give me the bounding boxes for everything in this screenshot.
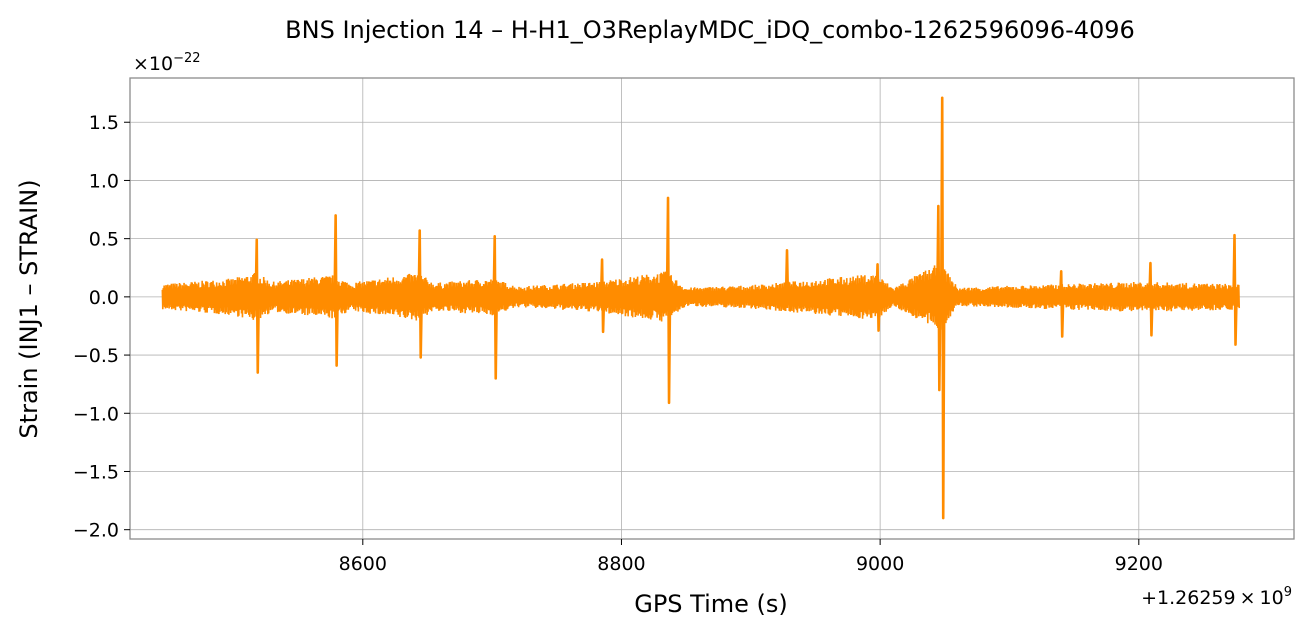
series-spike [936, 204, 942, 392]
y-tick-label: −1.5 [73, 461, 119, 483]
series-spike [875, 262, 881, 332]
y-scale-exponent: −22 [173, 51, 200, 66]
series-spike [1148, 261, 1154, 337]
x-offset-times: × [1240, 587, 1256, 609]
y-scale-label: ×10−22 [133, 51, 201, 75]
y-scale-times: × [133, 53, 149, 75]
plot-area [161, 96, 1241, 520]
x-tick-label: 9000 [856, 553, 904, 575]
axes-frame [129, 77, 1295, 540]
x-offset-exponent: 9 [1284, 585, 1292, 600]
y-scale-base: 10 [149, 53, 173, 75]
series-spike [417, 229, 424, 359]
series-noise-line [161, 264, 1241, 330]
series-spike [939, 96, 946, 520]
series-spike [599, 258, 606, 334]
x-offset-prefix: +1.26259 [1141, 587, 1236, 609]
ticks: 8600 8800 9000 9200 1.5 1.0 0.5 0.0 −0.5 −1.0 −1.5… [73, 112, 1163, 575]
x-offset-label: +1.26259 × 109 [1141, 585, 1292, 609]
y-tick-label: 0.0 [89, 287, 119, 309]
chart-title: BNS Injection 14 – H-H1_O3ReplayMDC_iDQ_… [285, 16, 1135, 44]
series-spike [254, 238, 261, 374]
series-spike [492, 235, 499, 380]
y-tick-label: −1.0 [73, 403, 119, 425]
x-tick-label: 9200 [1115, 553, 1163, 575]
y-tick-label: 0.5 [89, 229, 119, 251]
x-offset-base: 10 [1260, 587, 1284, 609]
series-spike [333, 214, 339, 367]
series-spike [1058, 269, 1065, 338]
y-axis-label: Strain (INJ1 – STRAIN) [15, 179, 43, 438]
x-tick-label: 8800 [597, 553, 645, 575]
series-spike [665, 196, 672, 405]
y-tick-label: 1.5 [89, 112, 119, 134]
y-tick-label: 1.0 [89, 170, 119, 192]
x-tick-label: 8600 [339, 553, 387, 575]
grid [130, 78, 1294, 539]
y-tick-label: −0.5 [73, 345, 119, 367]
y-tick-label: −2.0 [73, 520, 119, 542]
series-spike [784, 248, 791, 304]
x-axis-label: GPS Time (s) [634, 590, 788, 618]
series-spike [1232, 233, 1238, 346]
